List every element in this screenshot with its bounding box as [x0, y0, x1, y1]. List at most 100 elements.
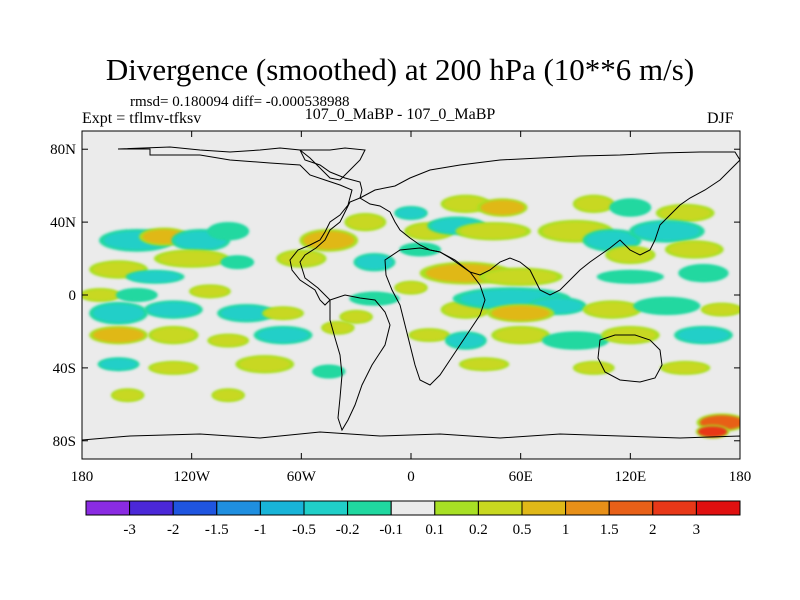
y-tick-label: 0 — [69, 288, 77, 304]
divergence-cell — [484, 269, 558, 285]
divergence-cell — [341, 311, 371, 323]
divergence-cell — [608, 247, 653, 263]
divergence-cell — [396, 282, 426, 294]
colorbar-label: -0.5 — [292, 522, 316, 538]
divergence-cell — [82, 289, 119, 301]
divergence-cell — [546, 333, 605, 348]
divergence-cell — [462, 358, 507, 370]
divergence-cell — [586, 302, 638, 317]
colorbar-label: -3 — [123, 522, 136, 538]
divergence-cell — [209, 335, 247, 347]
divergence-cell — [191, 285, 229, 297]
coastlines — [82, 146, 740, 459]
divergence-cell — [495, 327, 547, 343]
y-tick-label: 80N — [50, 142, 76, 158]
divergence-cell — [314, 366, 344, 377]
colorbar-label: 0.2 — [469, 522, 488, 538]
divergence-cell — [257, 327, 309, 343]
colorbar-swatch — [129, 500, 174, 516]
divergence-cell — [213, 389, 243, 401]
divergence-cell — [637, 298, 697, 314]
divergence-cell — [92, 327, 145, 343]
divergence-cell — [222, 256, 252, 268]
divergence-cell — [100, 358, 137, 370]
divergence-cell — [697, 426, 728, 438]
colorbar-swatch — [477, 500, 523, 516]
chart-title: Divergence (smoothed) at 200 hPa (10**6 … — [105, 52, 695, 87]
y-tick-label: 40S — [53, 361, 76, 377]
divergence-cell — [612, 200, 649, 215]
divergence-cell — [151, 362, 196, 374]
colorbar-swatch — [434, 500, 479, 516]
divergence-cell — [209, 223, 247, 239]
colorbar-label: -0.1 — [379, 522, 403, 538]
x-tick-label: 180 — [71, 469, 94, 485]
colorbar-label: 1.5 — [600, 522, 619, 538]
colorbar-label: -1.5 — [205, 522, 229, 538]
divergence-cell — [677, 327, 730, 343]
divergence-cell — [151, 327, 196, 343]
x-axis: 180 120W 60W 0 60E 120E 180 — [71, 131, 752, 485]
divergence-cell — [633, 222, 700, 241]
divergence-cell — [303, 231, 355, 250]
colorbar-swatch — [216, 500, 261, 516]
divergence-cell — [703, 304, 740, 316]
colorbar-label: -0.2 — [336, 522, 360, 538]
season-label: DJF — [707, 110, 734, 127]
divergence-cell — [460, 223, 527, 239]
divergence-cell — [264, 307, 302, 319]
divergence-cell — [447, 333, 485, 348]
colorbar: -3 -2 -1.5 -1 -0.5 -0.2 -0.1 0.1 0.2 0.5 1 1.5 2 3 — [85, 500, 741, 538]
colorbar-label: 3 — [693, 522, 701, 538]
colorbar-swatch — [303, 500, 349, 516]
divergence-field — [82, 194, 740, 439]
experiment-label: Expt = tflmv-tfksv — [82, 110, 202, 127]
divergence-cell — [147, 302, 199, 317]
colorbar-swatch — [695, 500, 741, 516]
colorbar-swatch — [259, 500, 305, 516]
divergence-cell — [659, 205, 711, 221]
divergence-cell — [92, 304, 145, 323]
divergence-cell — [118, 289, 156, 301]
divergence-cell — [411, 329, 448, 341]
divergence-cell — [129, 271, 181, 283]
divergence-cell — [491, 305, 550, 321]
x-tick-label: 60W — [287, 469, 317, 485]
divergence-cell — [401, 243, 439, 255]
colorbar-swatch — [390, 500, 436, 516]
divergence-cell — [668, 242, 720, 257]
stats-text: rmsd= 0.180094 diff= -0.000538988 — [130, 94, 350, 110]
divergence-cell — [113, 389, 143, 401]
divergence-cell — [601, 271, 660, 283]
colorbar-swatch — [521, 500, 567, 516]
colorbar-swatch — [608, 500, 654, 516]
map-background — [82, 131, 740, 459]
x-tick-label: 180 — [729, 469, 752, 485]
colorbar-label: 0.5 — [513, 522, 532, 538]
period-label: 107_0_MaBP - 107_0_MaBP — [304, 106, 496, 123]
divergence-cell — [681, 265, 726, 281]
divergence-cell — [352, 293, 397, 305]
colorbar-swatch — [85, 500, 131, 516]
colorbar-label: 1 — [562, 522, 570, 538]
x-tick-label: 60E — [509, 469, 533, 485]
colorbar-label: 0.1 — [425, 522, 444, 538]
divergence-cell — [663, 362, 708, 374]
x-tick-label: 0 — [407, 469, 415, 485]
divergence-cell — [356, 254, 393, 270]
divergence-cell — [480, 200, 525, 215]
colorbar-swatch — [172, 500, 218, 516]
divergence-cell — [347, 214, 384, 230]
x-tick-label: 120E — [614, 469, 646, 485]
colorbar-swatch — [347, 500, 392, 516]
divergence-cell — [323, 322, 353, 334]
divergence-cell — [396, 207, 426, 219]
divergence-cell — [575, 362, 613, 374]
colorbar-label: -1 — [254, 522, 267, 538]
divergence-cell — [158, 251, 225, 266]
colorbar-label: -2 — [167, 522, 180, 538]
y-tick-label: 80S — [53, 434, 76, 450]
colorbar-swatch — [565, 500, 610, 516]
y-tick-label: 40N — [50, 215, 76, 231]
